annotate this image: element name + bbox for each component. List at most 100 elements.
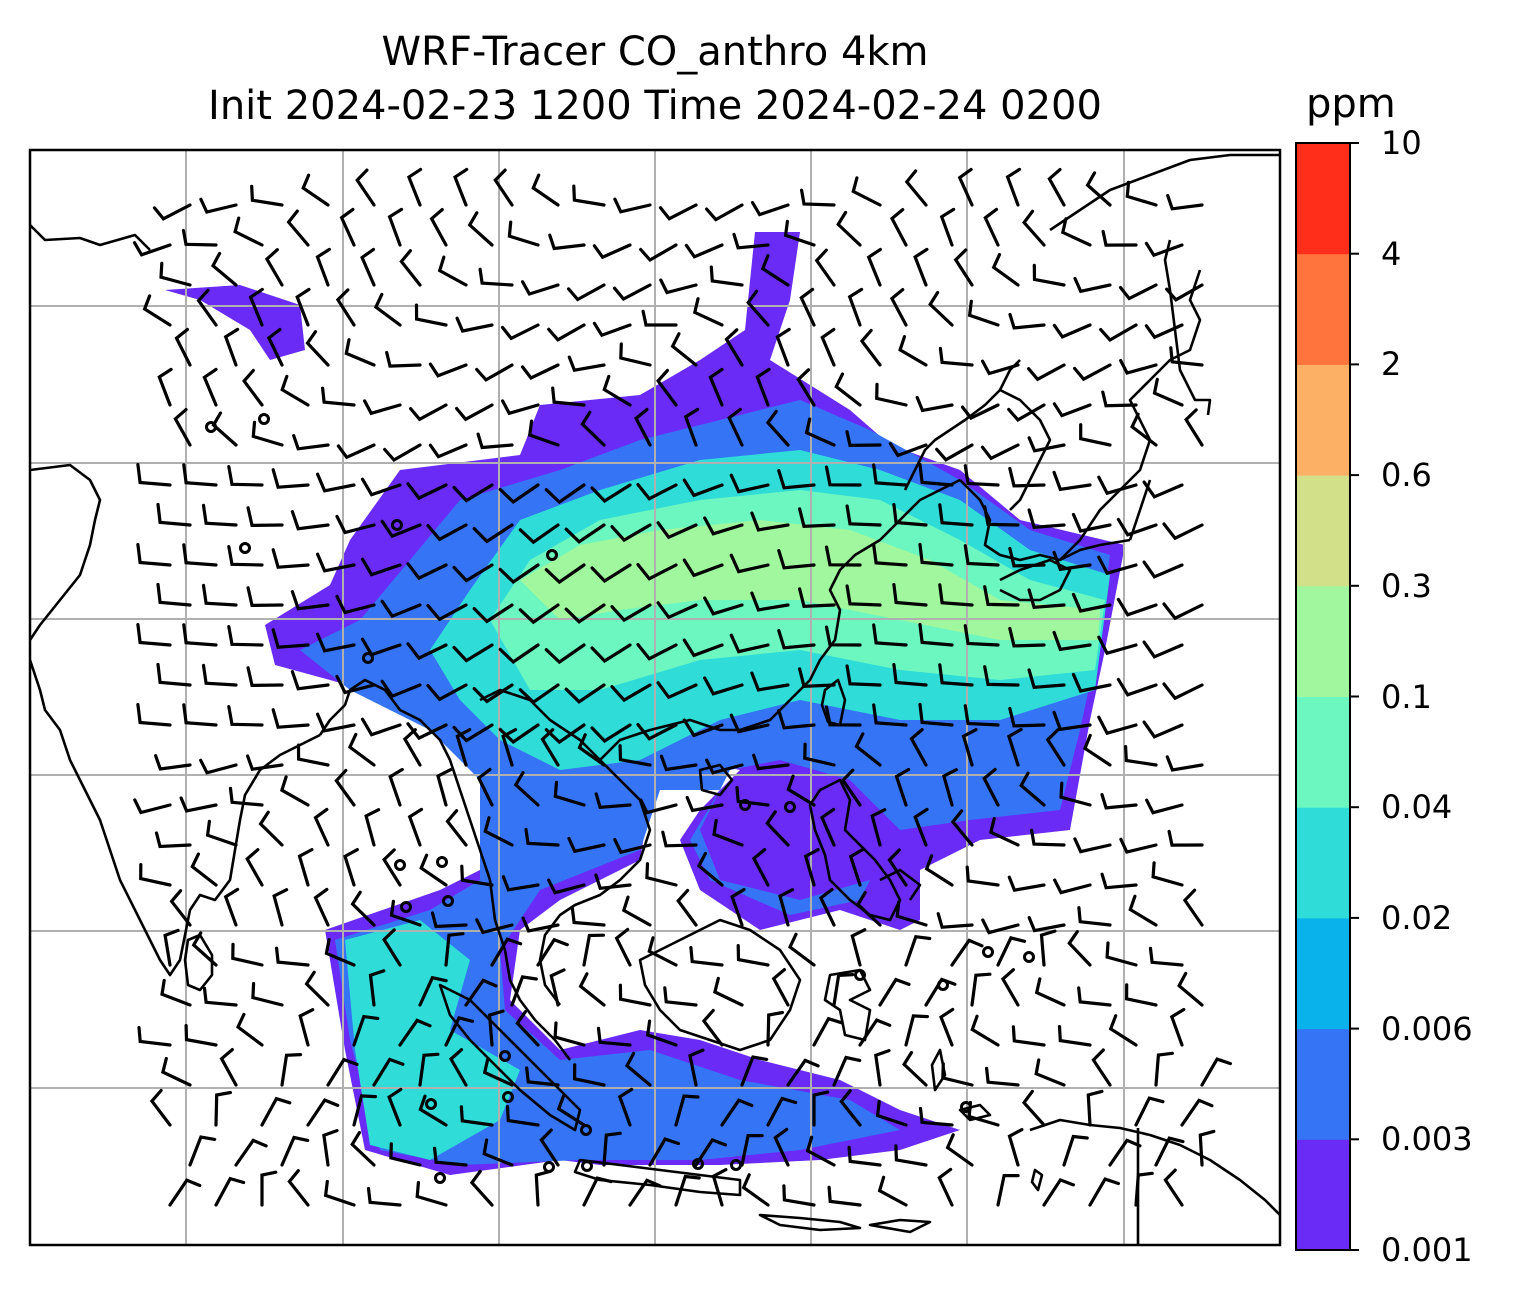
- wind-barb: [406, 167, 423, 207]
- wind-barb: [301, 173, 330, 207]
- wind-barb: [544, 563, 586, 585]
- chart-title-line1: WRF-Tracer CO_anthro 4km: [381, 29, 929, 75]
- wind-barb: [483, 816, 514, 847]
- wind-barb: [1091, 1048, 1112, 1087]
- wind-barb: [210, 251, 238, 287]
- wind-barb: [1101, 390, 1138, 408]
- wind-barb: [335, 514, 376, 535]
- wind-barb: [251, 420, 284, 447]
- wind-barb: [227, 545, 264, 567]
- wind-barb: [549, 968, 566, 1007]
- wind-barb: [613, 197, 652, 214]
- wind-barb: [812, 1016, 844, 1047]
- wind-barb: [1073, 363, 1112, 382]
- wind-barb: [418, 975, 448, 1007]
- wind-barb: [315, 247, 331, 287]
- wind-barb: [482, 1057, 514, 1087]
- wind-barb: [536, 937, 569, 967]
- colorbar: [1295, 142, 1359, 1251]
- wind-barb: [1142, 720, 1184, 739]
- wind-barb: [350, 890, 376, 927]
- wind-barb: [703, 516, 744, 536]
- wind-barb: [493, 168, 514, 207]
- wind-barb: [736, 944, 770, 967]
- wind-barb: [152, 203, 192, 221]
- wind-barb: [518, 683, 560, 705]
- wind-barb: [1027, 588, 1066, 609]
- wind-barb: [845, 504, 882, 527]
- calm-wind-marker: [239, 542, 251, 554]
- coast-java: [573, 1158, 742, 1197]
- wind-barb: [211, 411, 238, 447]
- wind-barb: [803, 848, 820, 887]
- wind-barb: [639, 243, 678, 263]
- wind-barb: [645, 1019, 678, 1047]
- wind-barb: [645, 862, 678, 887]
- wind-barb: [1154, 1136, 1185, 1167]
- wind-barb: [1177, 971, 1204, 1007]
- wind-barb: [872, 543, 908, 567]
- wind-barb: [866, 247, 882, 287]
- wind-barb: [694, 1137, 727, 1167]
- wind-barb: [436, 768, 453, 807]
- wind-barb: [498, 563, 540, 585]
- wind-barb: [659, 754, 698, 772]
- wind-barb: [712, 818, 744, 847]
- wind-barb: [360, 557, 402, 577]
- wind-barb: [832, 1055, 862, 1087]
- wind-barb: [1021, 1089, 1046, 1127]
- wind-barb: [840, 768, 862, 807]
- wind-barb: [1008, 312, 1046, 330]
- wind-barb: [156, 502, 192, 527]
- wind-barb: [804, 417, 836, 447]
- wind-barb: [877, 1175, 908, 1207]
- wind-barb: [895, 900, 928, 927]
- wind-barb: [981, 918, 1020, 935]
- wind-barb: [760, 254, 790, 287]
- wind-barb: [223, 887, 240, 927]
- wind-barb: [924, 854, 954, 887]
- wind-barb: [380, 599, 422, 619]
- calm-wind-marker: [730, 1159, 742, 1171]
- wind-barb: [544, 483, 586, 505]
- wind-barb: [938, 583, 974, 607]
- calm-wind-marker: [362, 652, 374, 664]
- wind-barb: [750, 671, 790, 692]
- wind-barb: [305, 330, 330, 367]
- wind-barb: [406, 482, 448, 501]
- wind-barb: [313, 807, 330, 847]
- wind-barb: [498, 723, 540, 745]
- wind-barb: [132, 241, 172, 257]
- wind-barb: [982, 767, 1000, 807]
- wind-barb: [363, 399, 402, 416]
- wind-barb: [989, 817, 1020, 847]
- wind-barb: [1006, 727, 1023, 767]
- wind-barb: [674, 1174, 701, 1207]
- wind-barb: [1124, 745, 1158, 767]
- wind-barb: [1034, 977, 1066, 1007]
- wind-barb: [889, 208, 908, 247]
- wind-barb: [800, 188, 836, 207]
- wind-barb: [983, 207, 1000, 247]
- wind-barb: [513, 771, 540, 807]
- wind-barb: [406, 722, 448, 741]
- wind-barb: [452, 723, 494, 743]
- wind-barb: [963, 704, 1000, 727]
- wind-barb: [1166, 193, 1204, 211]
- wind-barb: [500, 323, 540, 341]
- wind-barb: [656, 521, 698, 540]
- wind-barb: [1073, 276, 1112, 294]
- wind-barb: [426, 683, 468, 702]
- wind-barb: [250, 184, 284, 207]
- wind-barb: [682, 638, 724, 658]
- wind-barb: [1052, 630, 1092, 652]
- wind-barb: [149, 1088, 172, 1127]
- wind-barb: [316, 552, 356, 573]
- wind-barb: [636, 723, 678, 741]
- wind-barb: [1086, 1089, 1104, 1127]
- wind-barb: [287, 1169, 310, 1207]
- wind-barb: [703, 596, 744, 616]
- coast-japan: [999, 239, 1212, 602]
- wind-barb: [1128, 894, 1158, 927]
- wind-barb: [487, 1009, 505, 1047]
